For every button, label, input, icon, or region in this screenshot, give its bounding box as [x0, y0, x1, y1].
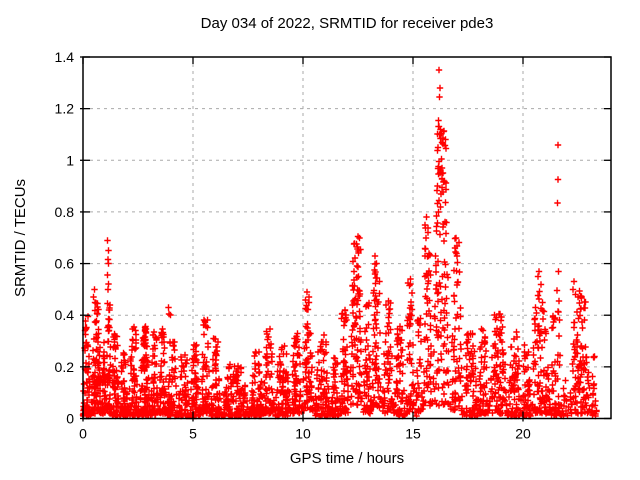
y-tick-label: 0.2: [55, 359, 75, 375]
x-tick-label: 5: [189, 426, 197, 442]
tick-labels: 0 5 10 15 20 0 0.2 0.4 0.6 0.8 1 1.2 1.4: [55, 49, 531, 442]
y-tick-label: 1.4: [55, 49, 75, 65]
x-tick-label: 20: [515, 426, 531, 442]
chart-title: Day 034 of 2022, SRMTID for receiver pde…: [201, 15, 494, 32]
y-tick-label: 0.6: [55, 256, 75, 272]
y-tick-label: 1: [66, 152, 74, 168]
y-tick-label: 0.4: [55, 307, 75, 323]
x-tick-label: 0: [79, 426, 87, 442]
x-tick-label: 15: [405, 426, 421, 442]
tick-marks: [80, 56, 611, 422]
data-points: [79, 66, 600, 420]
y-axis-label: SRMTID / TECUs: [12, 179, 29, 297]
plot-frame: [82, 56, 612, 420]
x-tick-label: 10: [295, 426, 311, 442]
x-axis-label: GPS time / hours: [290, 450, 404, 467]
y-tick-label: 0.8: [55, 204, 75, 220]
y-tick-label: 1.2: [55, 101, 75, 117]
y-tick-label: 0: [66, 411, 74, 427]
